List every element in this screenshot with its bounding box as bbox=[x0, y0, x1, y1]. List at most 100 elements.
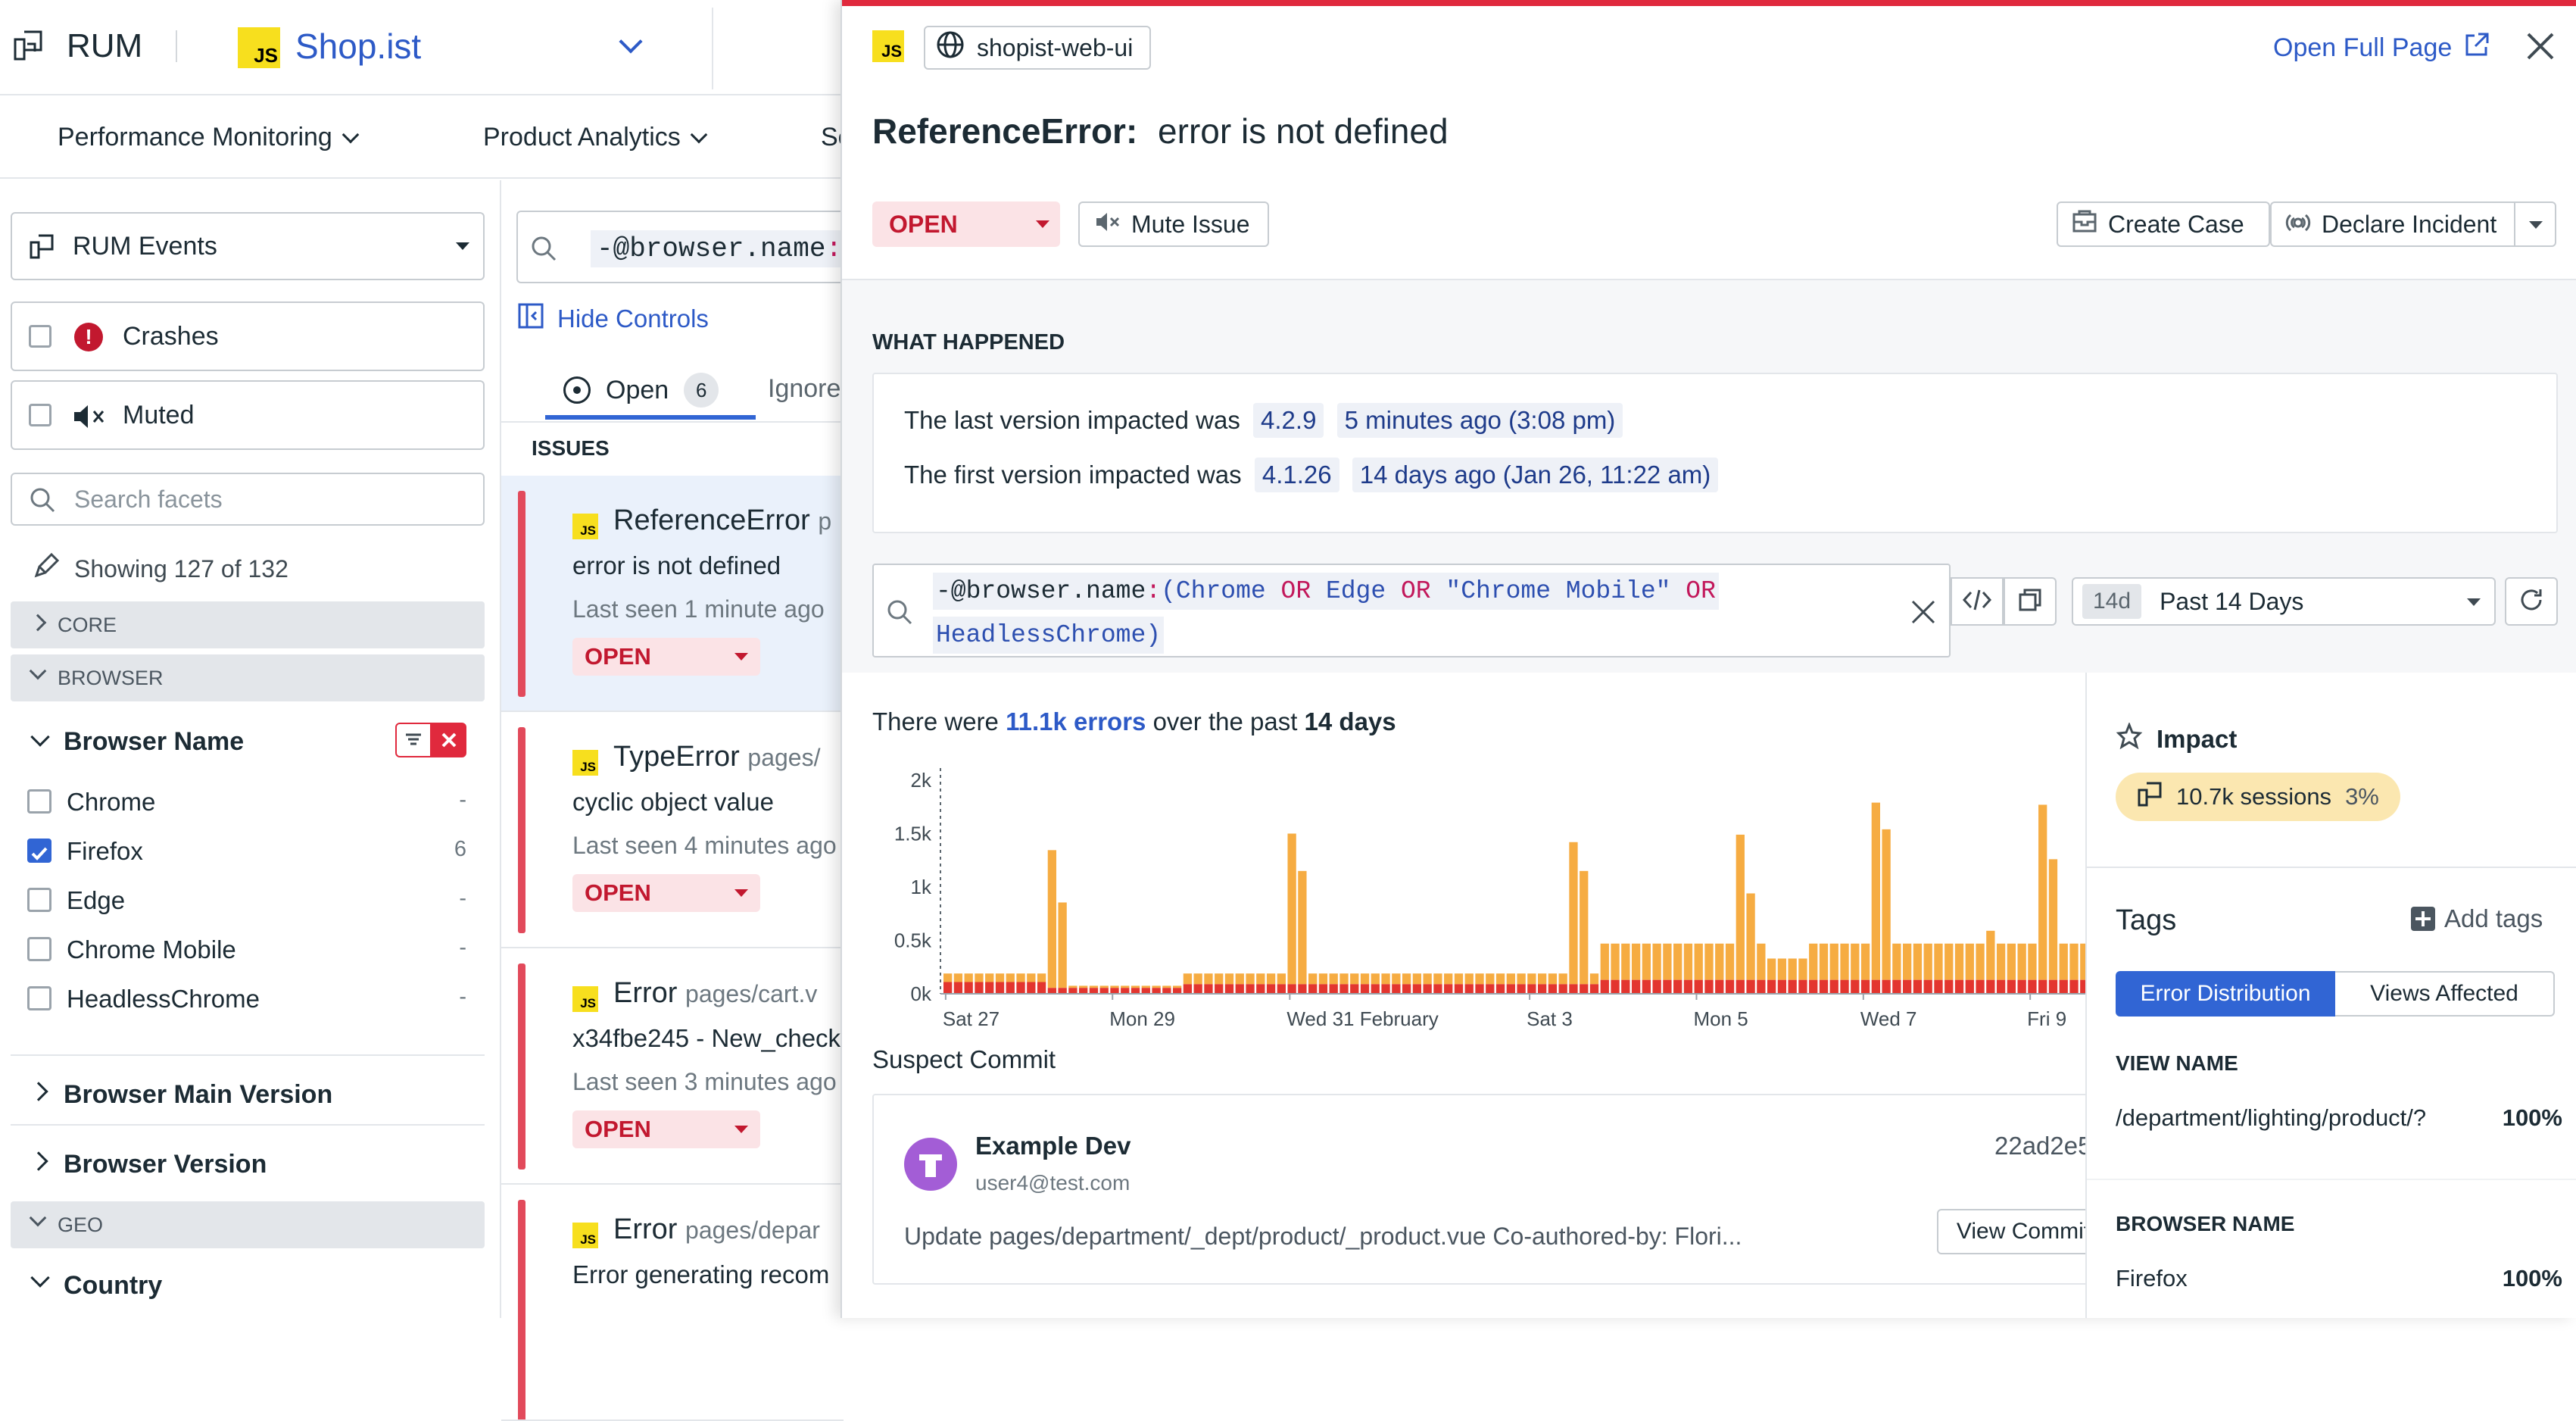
divider bbox=[712, 8, 713, 89]
app-name-link[interactable]: Shop.ist bbox=[295, 27, 422, 66]
product-title[interactable]: RUM bbox=[67, 27, 143, 64]
bar-segment-firefox bbox=[2017, 979, 2026, 994]
bar-segment-firefox bbox=[1152, 988, 1161, 994]
app-switch-chevron-icon[interactable] bbox=[619, 30, 643, 54]
browser-facet-item[interactable]: Chrome - bbox=[27, 783, 466, 821]
issue-card[interactable]: JS Error pages/depar Error generating reco… bbox=[501, 1185, 844, 1421]
muted-checkbox[interactable] bbox=[29, 404, 51, 426]
bar-segment-firefox bbox=[1089, 988, 1099, 994]
divider bbox=[11, 1054, 485, 1056]
hide-controls-button[interactable]: Hide Controls bbox=[518, 303, 709, 335]
declare-incident-button[interactable]: Declare Incident bbox=[2270, 201, 2515, 247]
tag-percent: 100% bbox=[2502, 1265, 2562, 1291]
facet-browser-version[interactable]: Browser Version bbox=[11, 1144, 485, 1186]
bar-segment-firefox bbox=[1058, 988, 1067, 994]
browser-checkbox[interactable] bbox=[27, 937, 51, 961]
nav-performance-monitoring[interactable]: Performance Monitoring bbox=[58, 123, 360, 152]
clear-query-icon[interactable] bbox=[1908, 597, 1938, 631]
issue-card[interactable]: JS TypeError pages/cyclic object value Las… bbox=[501, 712, 844, 948]
bar-segment-firefox bbox=[1600, 979, 1609, 994]
bar-segment-other bbox=[1256, 973, 1265, 985]
browser-facet-item[interactable]: Edge - bbox=[27, 882, 466, 920]
clear-facet-icon[interactable] bbox=[432, 723, 466, 757]
bar-segment-firefox bbox=[1871, 979, 1880, 994]
time-range-select[interactable]: 14d Past 14 Days bbox=[2072, 577, 2496, 626]
browser-checkbox[interactable] bbox=[27, 888, 51, 912]
mute-issue-button[interactable]: Mute Issue bbox=[1078, 201, 1269, 247]
code-view-button[interactable] bbox=[1951, 577, 2004, 626]
declare-incident-more-button[interactable] bbox=[2514, 201, 2556, 247]
dropdown-caret-icon bbox=[734, 1126, 748, 1133]
close-panel-icon[interactable] bbox=[2521, 27, 2559, 69]
severity-bar bbox=[518, 727, 525, 933]
issue-status-select[interactable]: OPEN bbox=[572, 874, 760, 912]
bar-segment-other bbox=[985, 973, 994, 982]
issue-card[interactable]: JS Error pages/cart.v x34fbe245 - New_chec… bbox=[501, 948, 844, 1185]
refresh-button[interactable] bbox=[2505, 577, 2558, 626]
bar-segment-firefox bbox=[1433, 984, 1442, 994]
facet-country[interactable]: Country bbox=[11, 1263, 485, 1306]
issue-title: TypeError pages/ bbox=[613, 741, 821, 773]
panel-query-input[interactable]: -@browser.name:(Chrome OR Edge OR "Chrom… bbox=[872, 564, 1951, 657]
tab-open[interactable]: Open 6 bbox=[545, 365, 756, 420]
browser-count: - bbox=[459, 788, 466, 812]
section-core[interactable]: CORE bbox=[11, 601, 485, 648]
bar-segment-other bbox=[1746, 893, 1755, 980]
y-tick-label: 1.5k bbox=[894, 823, 932, 845]
browser-facet-item[interactable]: HeadlessChrome - bbox=[27, 980, 466, 1018]
service-tag[interactable]: shopist-web-ui bbox=[924, 26, 1152, 70]
browser-checkbox[interactable] bbox=[27, 839, 51, 863]
browser-checkbox[interactable] bbox=[27, 986, 51, 1010]
tab-views-affected[interactable]: Views Affected bbox=[2335, 971, 2555, 1017]
issue-card[interactable]: JS ReferenceError p error is not defined La… bbox=[501, 476, 844, 712]
facet-filter-icon[interactable] bbox=[395, 723, 432, 757]
create-case-button[interactable]: Create Case bbox=[2057, 201, 2270, 247]
bar-segment-firefox bbox=[1631, 979, 1641, 994]
bar-segment-other bbox=[1110, 985, 1119, 988]
y-tick-label: 2k bbox=[911, 769, 932, 792]
issue-last-seen: Last seen 1 minute ago bbox=[572, 595, 825, 623]
bar-segment-firefox bbox=[1329, 984, 1338, 994]
error-title: ReferenceError: error is not defined bbox=[872, 111, 1449, 151]
bar-segment-other bbox=[1892, 943, 1901, 980]
sessions-impact-pill[interactable]: 10.7k sessions 3% bbox=[2116, 773, 2400, 821]
view-commit-button[interactable]: View Commit bbox=[1937, 1209, 2110, 1254]
severity-bar bbox=[518, 963, 525, 1170]
bar-segment-firefox bbox=[1412, 984, 1422, 994]
issue-title: ReferenceError p bbox=[613, 504, 832, 536]
facet-browser-main-version[interactable]: Browser Main Version bbox=[11, 1074, 485, 1116]
browser-checkbox[interactable] bbox=[27, 789, 51, 814]
section-geo[interactable]: GEO bbox=[11, 1201, 485, 1248]
tab-ignored[interactable]: Ignore bbox=[768, 374, 841, 403]
bar-segment-other bbox=[1475, 973, 1484, 985]
code-icon bbox=[1962, 588, 1992, 616]
add-tags-button[interactable]: Add tags bbox=[2411, 904, 2543, 933]
chevron-down-icon bbox=[341, 126, 360, 143]
facet-search-input[interactable]: Search facets bbox=[11, 473, 485, 526]
refresh-icon bbox=[2518, 586, 2545, 617]
bar-segment-other bbox=[1027, 973, 1036, 982]
rum-icon bbox=[12, 29, 45, 62]
muted-filter[interactable]: Muted bbox=[11, 380, 485, 450]
open-full-page-link[interactable]: Open Full Page bbox=[2273, 32, 2490, 64]
crashes-checkbox[interactable] bbox=[29, 325, 51, 348]
bar-segment-other bbox=[1152, 985, 1161, 988]
crashes-filter[interactable]: ! Crashes bbox=[11, 301, 485, 371]
tag-value[interactable]: Firefox bbox=[2116, 1265, 2188, 1291]
bar-segment-other bbox=[1903, 943, 1912, 980]
browser-facet-item[interactable]: Chrome Mobile - bbox=[27, 931, 466, 969]
issue-status-select[interactable]: OPEN bbox=[572, 638, 760, 676]
section-browser[interactable]: BROWSER bbox=[11, 654, 485, 701]
tab-error-distribution[interactable]: Error Distribution bbox=[2116, 971, 2335, 1017]
browser-facet-item[interactable]: Firefox 6 bbox=[27, 832, 466, 870]
facet-browser-name[interactable]: Browser Name bbox=[11, 721, 485, 764]
issue-search-input[interactable]: -@browser.name: bbox=[516, 211, 857, 283]
bar-segment-other bbox=[1704, 943, 1714, 980]
source-select[interactable]: RUM Events bbox=[11, 212, 485, 280]
issue-status-select[interactable]: OPEN bbox=[872, 201, 1060, 247]
bar-segment-other bbox=[1235, 973, 1244, 985]
issue-status-select[interactable]: OPEN bbox=[572, 1110, 760, 1148]
copy-query-button[interactable] bbox=[2004, 577, 2057, 626]
tag-value[interactable]: /department/lighting/product/? bbox=[2116, 1104, 2427, 1131]
nav-product-analytics[interactable]: Product Analytics bbox=[483, 123, 708, 152]
